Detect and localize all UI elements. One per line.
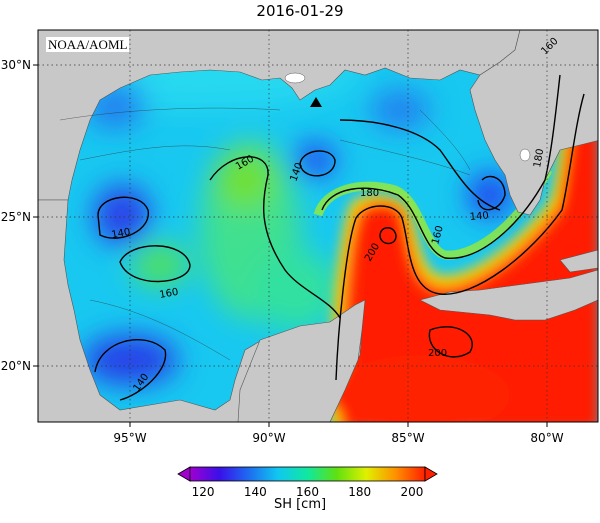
colorbar: 120 140 160 180 200 [177,466,438,499]
colorbar-tick-label: 200 [400,485,423,499]
colorbar-tick-label: 120 [192,485,215,499]
y-axis-labels: 20°N 25°N 30°N [1,58,31,373]
contour-label: 160 [430,224,446,245]
contour-label: 180 [532,148,546,169]
contour-label: 180 [360,188,379,199]
colorbar-tick-label: 160 [296,485,319,499]
contour-label: 160 [159,287,180,301]
x-tick-label: 90°W [252,431,285,445]
x-tick-label: 85°W [391,431,424,445]
map-title: 2016-01-29 [256,2,344,20]
source-label: NOAA/AOML [46,37,130,52]
map-frame [37,29,599,423]
grid [38,30,598,422]
y-tick-label: 20°N [1,359,31,373]
contour-lines [94,74,585,401]
x-tick-label: 95°W [113,431,146,445]
contour-label: 200 [428,348,447,359]
station-triangle-marker [310,97,322,107]
contour-label: 140 [111,227,132,241]
x-tick-label: 80°W [530,431,563,445]
land [38,30,598,422]
y-tick-label: 30°N [1,58,31,72]
colorbar-title: SH [cm] [273,497,327,512]
y-tick-label: 25°N [1,210,31,224]
colorbar-tick-label: 180 [348,485,371,499]
x-axis-labels: 95°W 90°W 85°W 80°W [113,431,563,445]
colorbar-tick-label: 140 [244,485,267,499]
